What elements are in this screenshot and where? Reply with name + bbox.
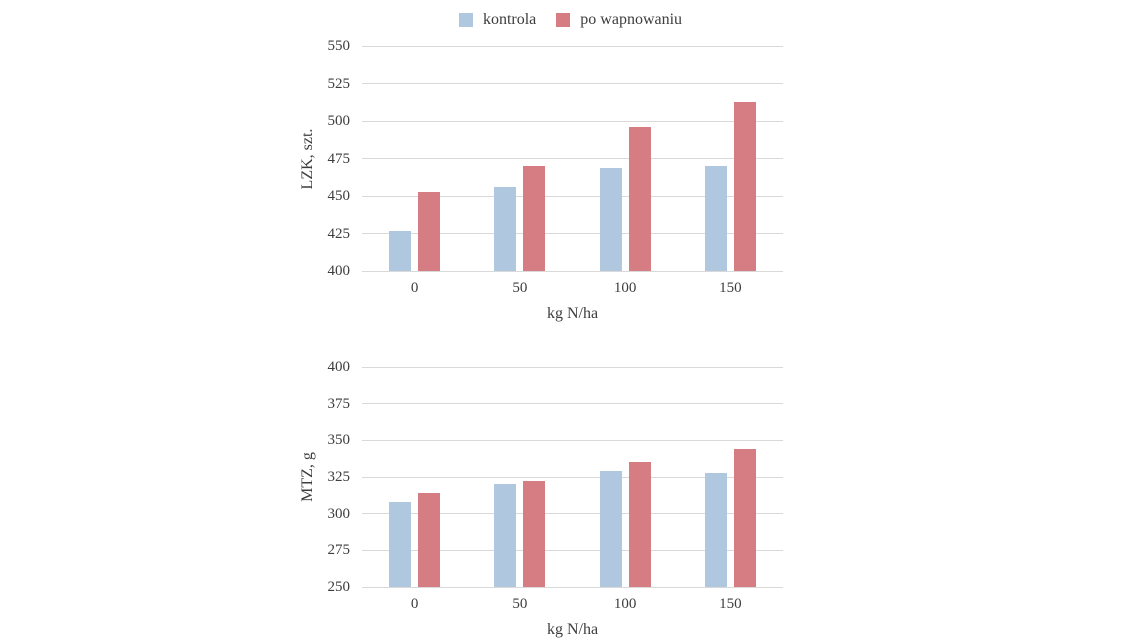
gridline [362,586,783,588]
x-tick-label: 100 [613,280,637,296]
y-tick-label: 400 [327,263,351,279]
y-tick-label: 550 [327,38,351,54]
x-tick-label: 50 [512,596,528,612]
y-tick-label: 450 [327,188,351,204]
legend-item-kontrola: kontrola [458,11,537,29]
bar-kontrola [599,167,622,271]
y-tick-label: 500 [327,113,351,129]
gridline [362,476,783,478]
legend-item-po-wapnowaniu: po wapnowaniu [556,11,682,29]
bar-chart-lzk: LZK, szt. kg N/ha 400 425 450 475 500 525 550 0… [299,38,783,322]
y-tick-label: 525 [327,75,351,92]
gridline [362,45,783,47]
y-tick-label: 325 [327,469,351,485]
x-tick-label: 100 [613,596,637,612]
gridline [362,195,783,197]
gridline [362,233,783,234]
legend-label-kontrola: kontrola [482,11,537,28]
gridline [362,439,783,441]
gridline [362,270,783,272]
gridline [362,403,783,405]
bar-po-wapnowaniu [418,191,441,271]
bar-po-wapnowaniu [733,449,756,587]
bar-kontrola [494,484,517,587]
x-tick-label: 0 [410,596,419,612]
gridline [362,120,783,122]
y-tick-label: 425 [327,225,351,242]
x-axis-title-top: kg N/ha [546,305,599,322]
y-tick-label: 300 [327,505,351,522]
y-tick-label: 400 [327,359,351,375]
bar-kontrola [494,187,517,271]
legend-swatch-po-wapnowaniu [556,13,571,27]
x-tick-label: 50 [512,280,528,296]
bar-chart-mtz: MTZ, g kg N/ha 250 275 300 325 350 375 400 0 50 1… [299,359,783,638]
bar-po-wapnowaniu [628,462,651,587]
gridline [362,366,783,368]
x-tick-label: 150 [719,280,742,296]
y-tick-label: 250 [327,579,351,595]
x-axis-title-bottom: kg N/ha [546,621,599,638]
x-tick-label: 150 [719,596,742,612]
y-tick-label: 350 [327,432,351,449]
bar-po-wapnowaniu [733,101,756,271]
gridline [362,158,783,159]
legend-swatch-kontrola [458,13,473,27]
bar-kontrola [389,501,412,587]
bar-kontrola [704,166,727,271]
bar-kontrola [389,230,412,271]
gridline [362,549,783,551]
legend-label-po-wapnowaniu: po wapnowaniu [580,11,683,28]
bar-po-wapnowaniu [523,166,546,271]
y-tick-label: 375 [327,395,351,412]
bar-po-wapnowaniu [418,493,441,587]
bar-kontrola [599,471,622,587]
chart-legend: kontrola po wapnowaniu [0,11,1141,29]
bar-po-wapnowaniu [523,481,546,587]
y-tick-label: 475 [327,150,351,167]
gridline [362,83,783,84]
gridline [362,513,783,515]
x-tick-label: 0 [410,280,419,296]
bar-kontrola [704,472,727,587]
y-tick-label: 275 [327,542,351,559]
bar-po-wapnowaniu [628,127,651,271]
